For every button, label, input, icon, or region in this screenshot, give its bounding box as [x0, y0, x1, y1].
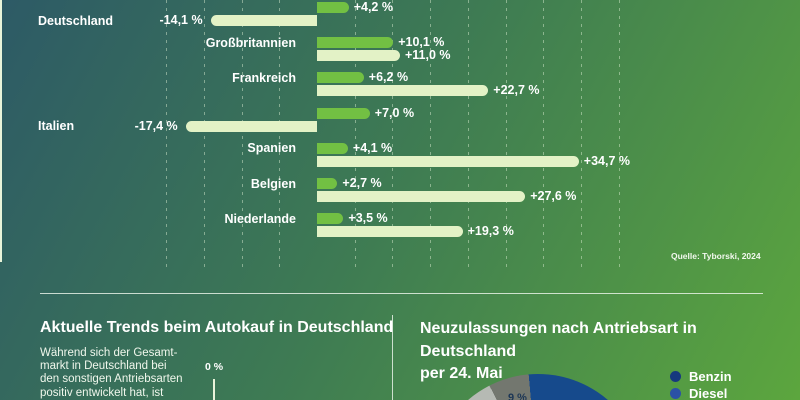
country-label-Italien: Italien [38, 119, 75, 134]
country-label-Spanien: Spanien [247, 141, 296, 156]
bar-value-label: +10,1 % [398, 35, 445, 50]
paragraph-line: den sonstigen Antriebsarten [40, 373, 183, 386]
market-bar-chart: +4,2 % -14,1 % Deutschland +10,1 % +11,0 % Gr… [0, 0, 761, 268]
country-label-Großbritannien: Großbritannien [205, 35, 296, 50]
bar-light-Italien [185, 120, 317, 132]
bar-value-label: +4,2 % [353, 0, 393, 14]
diesel-color-dot [670, 388, 681, 399]
paragraph-line: positiv entwickelt hat, ist [40, 386, 164, 399]
bar-dark-Belgien [317, 178, 338, 189]
bar-value-label: +27,6 % [530, 189, 577, 203]
bar-value-label: +4,1 % [352, 140, 393, 155]
bar-light-Großbritannien [317, 50, 400, 62]
registrations-panel: Neuzulassungen nach Antriebsart in Deuts… [420, 318, 790, 386]
gridline-40pct [618, 0, 620, 268]
gridline-5pct [354, 0, 356, 268]
legend-item-benzin: Benzin [670, 369, 732, 384]
bar-value-label: +11,0 % [405, 48, 451, 63]
bar-dark-Frankreich [317, 72, 364, 84]
bar-value-label: +3,5 % [348, 211, 388, 226]
bar-dark-Deutschland [317, 2, 349, 13]
gridline-30pct [543, 0, 545, 268]
gridline--5pct [279, 0, 281, 268]
bar-value-label: -14,1 % [159, 13, 203, 27]
bar-value-label: +22,7 % [493, 83, 540, 98]
bar-light-Spanien [317, 155, 579, 167]
country-label-Niederlande: Niederlande [224, 211, 296, 226]
bar-value-label: +7,0 % [374, 105, 415, 120]
gridline-25pct [505, 0, 507, 268]
registrations-heading-line: Neuzulassungen nach Antriebsart in Deuts… [420, 320, 697, 360]
mini-chart-zero-label: 0 % [204, 361, 224, 373]
bar-light-Niederlande [317, 226, 463, 238]
trends-panel: Aktuelle Trends beim Autokauf in Deutsch… [40, 318, 394, 400]
paragraph-line: Während sich der Gesamt- [40, 347, 178, 359]
bar-light-Deutschland [210, 15, 317, 26]
bar-value-label: +6,2 % [368, 70, 409, 85]
trends-paragraph: Während sich der Gesamt-markt in Deutsch… [40, 347, 390, 400]
paragraph-line: markt in Deutschland bei [40, 360, 167, 373]
benzin-color-dot [670, 371, 681, 382]
registrations-heading: Neuzulassungen nach Antriebsart in Deuts… [420, 318, 790, 386]
gridline-35pct [581, 0, 583, 268]
country-label-Frankreich: Frankreich [232, 70, 296, 85]
legend-label: Benzin [689, 369, 732, 384]
bar-light-Frankreich [317, 85, 489, 97]
pie-slice-partial-label: 9 % [508, 392, 527, 400]
bar-dark-Spanien [317, 142, 348, 154]
section-divider [40, 293, 763, 294]
bar-dark-Niederlande [317, 213, 344, 225]
gridline--10pct [241, 0, 243, 268]
country-label-Deutschland: Deutschland [38, 13, 114, 28]
pie-legend: Benzin Diesel [670, 369, 732, 400]
gridline--15pct [203, 0, 205, 268]
registrations-heading-line: per 24. Mai [420, 365, 503, 382]
source-credit: Quelle: Tyborski, 2024 [671, 251, 761, 261]
legend-label: Diesel [689, 386, 728, 400]
bar-dark-Großbritannien [317, 37, 394, 49]
legend-item-diesel: Diesel [670, 386, 732, 400]
gridline-10pct [392, 0, 394, 268]
bar-dark-Italien [317, 107, 370, 119]
country-label-Belgien: Belgien [250, 176, 296, 191]
gridline--20pct [166, 0, 168, 268]
trends-heading: Aktuelle Trends beim Autokauf in Deutsch… [40, 319, 394, 336]
gridline-20pct [467, 0, 469, 268]
panel-divider [392, 315, 393, 400]
bar-value-label: +19,3 % [467, 224, 514, 239]
bar-value-label: +34,7 % [583, 153, 631, 168]
bar-light-Belgien [317, 191, 526, 202]
bar-value-label: -17,4 % [134, 118, 178, 133]
mini-chart-axis-line [213, 379, 215, 400]
bar-value-label: +2,7 % [342, 176, 382, 190]
zero-axis-line [0, 0, 2, 262]
gridline-15pct [430, 0, 432, 268]
